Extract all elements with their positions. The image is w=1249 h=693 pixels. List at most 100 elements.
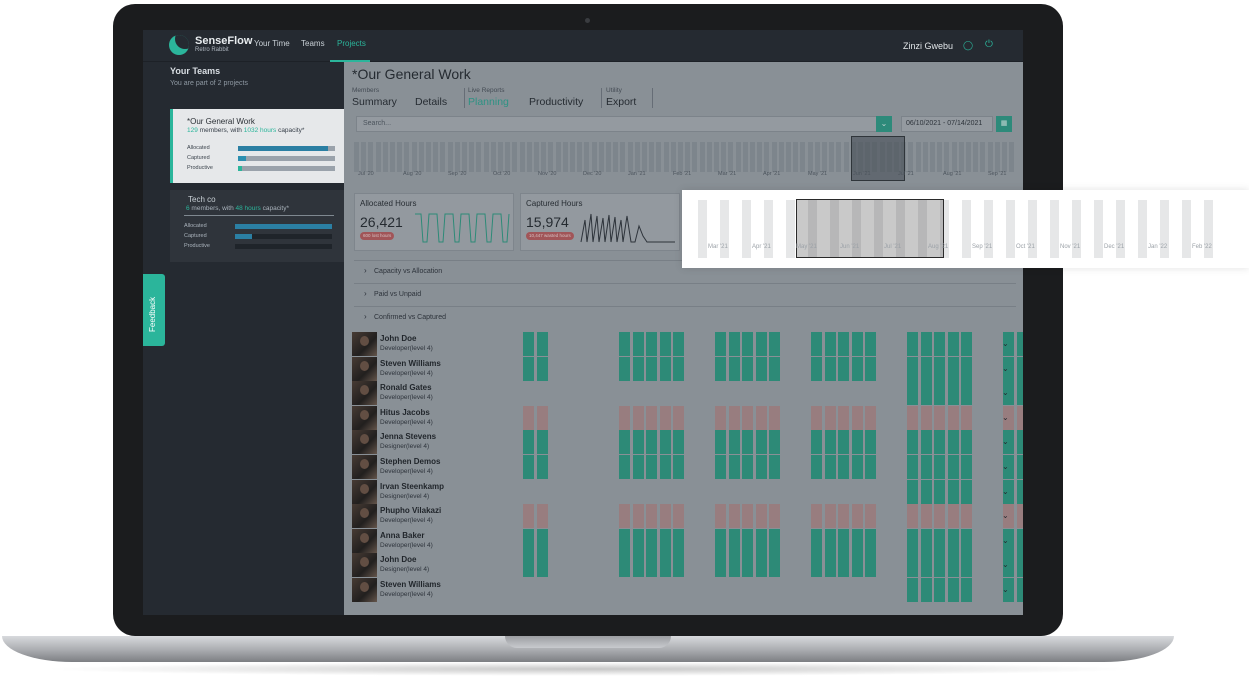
allocation-cell[interactable] <box>811 430 823 455</box>
allocation-cell[interactable] <box>632 455 645 479</box>
allocation-cell[interactable] <box>659 528 672 553</box>
allocation-cell[interactable] <box>824 455 837 479</box>
allocation-cell[interactable] <box>715 528 727 553</box>
allocation-cell[interactable] <box>536 430 549 455</box>
allocation-cell[interactable] <box>536 528 549 553</box>
member-row[interactable]: Phupho Vilakazi Developer(level 4) ⌄ <box>352 504 1023 529</box>
allocation-cell[interactable] <box>865 455 877 479</box>
allocation-cell[interactable] <box>865 332 877 356</box>
allocation-cell[interactable] <box>824 356 837 381</box>
allocation-cell[interactable] <box>536 356 549 381</box>
allocation-cell[interactable] <box>1003 405 1015 430</box>
allocation-cell[interactable] <box>907 381 919 406</box>
allocation-cell[interactable] <box>1016 504 1023 529</box>
allocation-cell[interactable] <box>961 405 973 430</box>
allocation-cell[interactable] <box>619 356 631 381</box>
allocation-cell[interactable] <box>619 455 631 479</box>
allocation-cell[interactable] <box>632 405 645 430</box>
allocation-cell[interactable] <box>755 528 768 553</box>
allocation-cell[interactable] <box>907 479 919 504</box>
allocation-cell[interactable] <box>1016 430 1023 455</box>
allocation-cell[interactable] <box>934 504 946 529</box>
tab-details[interactable]: Details <box>415 96 448 108</box>
allocation-cell[interactable] <box>961 381 973 406</box>
allocation-cell[interactable] <box>646 332 658 356</box>
allocation-cell[interactable] <box>673 553 685 578</box>
chevron-down-icon[interactable]: ⌄ <box>1002 462 1009 471</box>
allocation-cell[interactable] <box>769 430 781 455</box>
allocation-cell[interactable] <box>947 528 960 553</box>
allocation-cell[interactable] <box>673 405 685 430</box>
allocation-cell[interactable] <box>536 332 549 356</box>
allocation-cell[interactable] <box>851 528 864 553</box>
allocation-cell[interactable] <box>961 504 973 529</box>
tab-summary[interactable]: Summary <box>352 96 397 108</box>
allocation-cell[interactable] <box>536 553 549 578</box>
allocation-cell[interactable] <box>1016 553 1023 578</box>
allocation-cell[interactable] <box>523 405 535 430</box>
allocation-cell[interactable] <box>920 356 933 381</box>
allocation-cell[interactable] <box>961 455 973 479</box>
allocation-cell[interactable] <box>1003 479 1015 504</box>
calendar-icon[interactable]: ▦ <box>996 116 1012 132</box>
member-row[interactable]: Stephen Demos Developer(level 4) ⌄ <box>352 455 1023 479</box>
allocation-cell[interactable] <box>673 332 685 356</box>
allocation-cell[interactable] <box>907 356 919 381</box>
allocation-cell[interactable] <box>920 528 933 553</box>
member-row[interactable]: John Doe Developer(level 4) ⌄ <box>352 332 1023 356</box>
allocation-cell[interactable] <box>769 405 781 430</box>
allocation-cell[interactable] <box>851 455 864 479</box>
allocation-cell[interactable] <box>947 332 960 356</box>
allocation-cell[interactable] <box>742 332 754 356</box>
allocation-cell[interactable] <box>920 430 933 455</box>
chevron-down-icon[interactable]: ⌄ <box>1002 339 1009 348</box>
allocation-cell[interactable] <box>742 430 754 455</box>
allocation-cell[interactable] <box>1016 578 1023 602</box>
allocation-cell[interactable] <box>673 430 685 455</box>
allocation-cell[interactable] <box>755 553 768 578</box>
allocation-cell[interactable] <box>619 430 631 455</box>
allocation-cell[interactable] <box>961 578 973 602</box>
timeline-selection-window[interactable] <box>851 136 905 181</box>
allocation-cell[interactable] <box>659 430 672 455</box>
allocation-cell[interactable] <box>523 455 535 479</box>
chevron-down-icon[interactable]: ⌄ <box>1002 363 1009 373</box>
allocation-cell[interactable] <box>824 553 837 578</box>
member-row[interactable]: Jenna Stevens Designer(level 4) ⌄ <box>352 430 1023 455</box>
allocation-cell[interactable] <box>1016 455 1023 479</box>
allocation-cell[interactable] <box>769 455 781 479</box>
allocation-cell[interactable] <box>811 332 823 356</box>
allocation-cell[interactable] <box>824 405 837 430</box>
user-name[interactable]: Zinzi Gwebu <box>903 41 954 51</box>
allocation-cell[interactable] <box>934 578 946 602</box>
allocation-cell[interactable] <box>523 528 535 553</box>
allocation-cell[interactable] <box>920 479 933 504</box>
allocation-cell[interactable] <box>619 405 631 430</box>
allocation-cell[interactable] <box>715 430 727 455</box>
allocation-cell[interactable] <box>838 430 850 455</box>
allocation-cell[interactable] <box>659 332 672 356</box>
member-row[interactable]: Steven Williams Developer(level 4) ⌄ <box>352 356 1023 381</box>
allocation-cell[interactable] <box>536 504 549 529</box>
allocation-cell[interactable] <box>619 504 631 529</box>
allocation-cell[interactable] <box>920 504 933 529</box>
allocation-cell[interactable] <box>1003 381 1015 406</box>
allocation-cell[interactable] <box>811 528 823 553</box>
allocation-cell[interactable] <box>1016 479 1023 504</box>
allocation-cell[interactable] <box>728 504 741 529</box>
allocation-cell[interactable] <box>742 455 754 479</box>
allocation-cell[interactable] <box>907 332 919 356</box>
chevron-down-icon[interactable]: ⌄ <box>1002 511 1009 521</box>
allocation-cell[interactable] <box>769 332 781 356</box>
allocation-cell[interactable] <box>646 405 658 430</box>
allocation-cell[interactable] <box>715 553 727 578</box>
allocation-cell[interactable] <box>920 455 933 479</box>
allocation-cell[interactable] <box>947 430 960 455</box>
nav-link-your-time[interactable]: Your Time <box>254 39 290 48</box>
allocation-cell[interactable] <box>920 578 933 602</box>
allocation-cell[interactable] <box>934 479 946 504</box>
allocation-cell[interactable] <box>934 332 946 356</box>
allocation-cell[interactable] <box>907 430 919 455</box>
allocation-cell[interactable] <box>742 553 754 578</box>
allocation-cell[interactable] <box>769 528 781 553</box>
